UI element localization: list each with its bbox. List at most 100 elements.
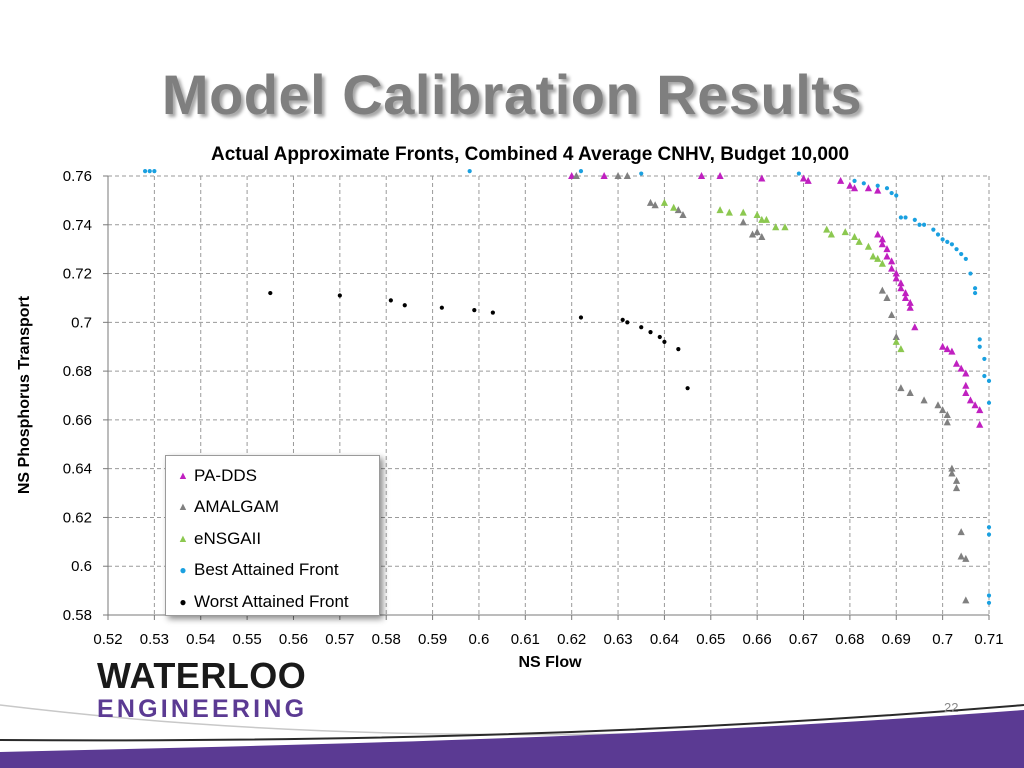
data-point-ensgaii [823, 225, 831, 233]
data-point-best-attained-front [945, 239, 950, 244]
data-point-ensgaii [855, 237, 863, 245]
data-point-amalgam [962, 596, 970, 604]
data-point-worst-attained-front [490, 310, 495, 315]
data-point-worst-attained-front [402, 303, 407, 308]
x-tick-label: 0.6 [469, 631, 490, 648]
x-tick-label: 0.63 [603, 631, 632, 648]
legend-label: PA-DDS [194, 465, 257, 485]
data-point-pa-dds [906, 303, 914, 311]
data-point-amalgam [962, 554, 970, 562]
data-point-amalgam [897, 384, 905, 392]
data-point-best-attained-front [986, 600, 992, 605]
data-point-pa-dds [976, 406, 984, 414]
data-point-amalgam [572, 172, 580, 179]
data-point-pa-dds [846, 181, 854, 189]
data-point-amalgam [952, 476, 961, 484]
data-point-pa-dds [804, 176, 812, 184]
data-point-best-attained-front [147, 169, 152, 174]
data-point-amalgam [934, 401, 942, 409]
data-point-best-attained-front [959, 251, 964, 257]
data-point-pa-dds [962, 369, 970, 377]
data-point-best-attained-front [639, 171, 644, 176]
data-point-amalgam [623, 172, 631, 179]
x-tick-label: 0.58 [372, 631, 401, 648]
x-tick-label: 0.67 [789, 631, 818, 648]
data-point-pa-dds [952, 359, 961, 367]
slide-title: Model Calibration Results [161, 63, 863, 126]
data-point-ensgaii [874, 254, 882, 262]
data-point-best-attained-front [894, 193, 899, 198]
data-point-ensgaii [739, 208, 747, 216]
data-point-worst-attained-front [676, 347, 681, 352]
data-point-ensgaii [864, 242, 873, 250]
data-point-pa-dds [971, 401, 979, 409]
data-point-best-attained-front [903, 215, 908, 220]
x-tick-label: 0.68 [835, 631, 864, 648]
data-point-amalgam [920, 396, 928, 404]
data-point-best-attained-front [982, 373, 987, 379]
data-point-pa-dds [892, 274, 900, 282]
y-tick-label: 0.66 [63, 412, 92, 429]
y-tick-label: 0.62 [63, 509, 92, 526]
data-point-ensgaii [762, 215, 771, 223]
x-tick-label: 0.61 [511, 631, 540, 648]
x-tick-label: 0.7 [932, 631, 953, 648]
data-point-ensgaii [827, 230, 835, 238]
legend-label: AMALGAM [194, 497, 280, 517]
x-tick-label: 0.52 [93, 631, 122, 648]
dot-marker-icon: ● [179, 594, 187, 609]
data-point-best-attained-front [977, 337, 982, 342]
logo-wordmark-bottom: ENGINEERING [97, 695, 308, 723]
data-point-best-attained-front [986, 532, 992, 537]
data-point-worst-attained-front [472, 308, 477, 313]
data-point-pa-dds [888, 264, 896, 272]
data-point-pa-dds [878, 240, 886, 248]
data-point-best-attained-front [986, 378, 992, 383]
data-point-pa-dds [837, 176, 845, 184]
data-point-best-attained-front [963, 256, 968, 262]
data-point-pa-dds [911, 323, 919, 331]
data-point-amalgam [906, 389, 914, 397]
data-point-amalgam [939, 406, 947, 414]
x-tick-label: 0.69 [882, 631, 911, 648]
data-point-amalgam [758, 232, 766, 240]
x-tick-label: 0.57 [325, 631, 354, 648]
data-point-ensgaii [772, 223, 780, 231]
data-point-pa-dds [758, 174, 766, 182]
data-point-pa-dds [966, 396, 975, 404]
data-point-worst-attained-front [685, 386, 690, 391]
data-point-best-attained-front [977, 344, 982, 349]
x-tick-label: 0.65 [696, 631, 725, 648]
legend-item-best-front: ● Best Attained Front [166, 555, 379, 587]
data-point-best-attained-front [142, 169, 148, 174]
data-point-best-attained-front [931, 227, 936, 232]
data-point-best-attained-front [935, 232, 941, 237]
data-point-ensgaii [841, 228, 849, 236]
data-point-best-attained-front [986, 593, 992, 598]
y-tick-label: 0.74 [63, 217, 92, 234]
legend-item-pa-dds: ▲ PA-DDS [166, 460, 379, 492]
data-point-ensgaii [897, 345, 905, 353]
x-tick-label: 0.66 [743, 631, 772, 648]
data-point-amalgam [878, 286, 886, 294]
legend-label: Worst Attained Front [194, 591, 349, 611]
data-point-best-attained-front [861, 181, 866, 186]
data-point-worst-attained-front [648, 329, 653, 335]
x-tick-label: 0.55 [233, 631, 262, 648]
data-point-pa-dds [874, 186, 882, 194]
data-point-amalgam [614, 172, 622, 179]
data-point-ensgaii [670, 203, 678, 211]
data-point-ensgaii [758, 215, 766, 223]
data-point-pa-dds [864, 184, 873, 192]
legend-label: Best Attained Front [194, 560, 339, 580]
data-point-amalgam [892, 332, 900, 340]
data-point-pa-dds [799, 174, 808, 182]
triangle-marker-icon: ▲ [177, 469, 189, 482]
data-point-amalgam [888, 311, 896, 319]
data-point-best-attained-front [921, 222, 927, 227]
x-tick-label: 0.62 [557, 631, 586, 648]
data-point-pa-dds [897, 279, 905, 287]
data-point-amalgam [651, 201, 659, 209]
data-point-amalgam [753, 228, 761, 236]
waterloo-engineering-logo: WATERLOO ENGINEERING [97, 658, 307, 724]
